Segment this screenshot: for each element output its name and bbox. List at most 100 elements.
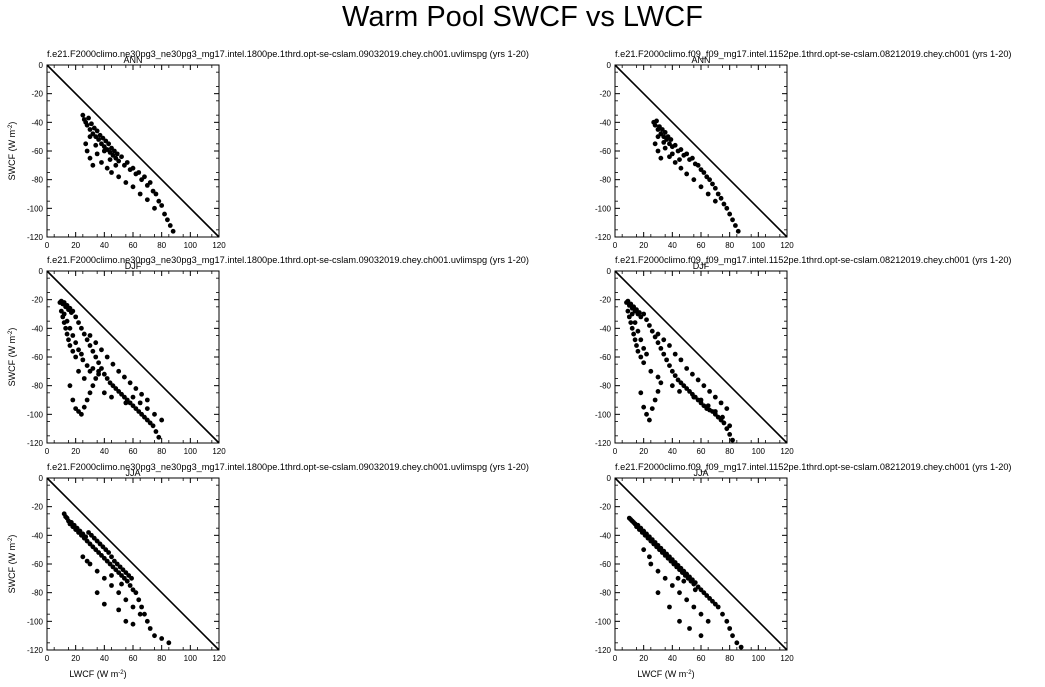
- data-point: [695, 377, 701, 383]
- data-point: [129, 575, 134, 581]
- data-point: [156, 434, 162, 440]
- data-point: [144, 618, 150, 624]
- data-point: [698, 184, 704, 190]
- reference-line: [46, 477, 220, 651]
- data-point: [104, 165, 110, 171]
- data-point: [170, 228, 176, 234]
- data-point: [81, 331, 87, 337]
- data-point: [123, 180, 129, 185]
- y-tick-label: -40: [599, 531, 611, 540]
- y-axis-label: SWCF (W m-2): [7, 122, 17, 181]
- reference-line: [614, 270, 788, 444]
- data-point: [139, 604, 145, 610]
- x-axis-label: LWCF (W m-2): [637, 669, 694, 679]
- y-tick-label: 0: [39, 474, 44, 483]
- data-point: [84, 122, 90, 128]
- data-point: [705, 618, 711, 624]
- data-point: [64, 331, 70, 337]
- data-point: [99, 160, 104, 165]
- data-point: [124, 578, 130, 584]
- x-tick-label: 0: [45, 447, 50, 456]
- x-tick-label: 80: [725, 241, 734, 250]
- y-tick-label: -60: [599, 353, 611, 362]
- data-point: [648, 561, 654, 567]
- x-tick-label: 120: [212, 654, 226, 663]
- data-point: [142, 611, 147, 617]
- data-point: [738, 644, 744, 650]
- data-point: [661, 140, 667, 145]
- data-point: [89, 121, 94, 127]
- data-point: [641, 404, 647, 410]
- data-point: [109, 170, 114, 175]
- data-point: [727, 211, 733, 217]
- data-point: [687, 626, 692, 631]
- y-tick-label: -100: [27, 410, 44, 419]
- data-point: [80, 554, 86, 560]
- y-tick-label: -100: [595, 204, 612, 213]
- data-point: [96, 368, 101, 374]
- data-point: [724, 205, 730, 211]
- data-point: [635, 328, 641, 334]
- data-point: [655, 331, 661, 337]
- data-point: [83, 141, 89, 147]
- x-tick-label: 120: [780, 447, 794, 456]
- panel-caption: f.e21.F2000climo.f09_f09_mg17.intel.1152…: [615, 49, 1012, 59]
- x-tick-label: 80: [725, 447, 734, 456]
- data-point: [122, 374, 127, 380]
- data-point: [681, 578, 687, 584]
- data-point: [93, 142, 99, 148]
- x-tick-label: 100: [184, 241, 198, 250]
- data-point: [652, 122, 658, 128]
- data-point: [690, 371, 695, 377]
- data-point: [106, 550, 112, 555]
- data-point: [119, 154, 124, 160]
- x-tick-label: 60: [697, 241, 706, 250]
- data-point: [677, 157, 682, 163]
- data-point: [655, 590, 661, 596]
- y-tick-label: -40: [31, 118, 43, 127]
- data-point: [123, 618, 129, 624]
- x-tick-label: 120: [780, 654, 794, 663]
- data-point: [628, 320, 634, 325]
- x-tick-label: 40: [668, 241, 677, 250]
- data-point: [84, 337, 90, 343]
- data-point: [93, 376, 99, 381]
- data-point: [641, 360, 647, 366]
- data-point: [647, 417, 652, 423]
- data-point: [727, 423, 733, 429]
- data-point: [104, 376, 110, 381]
- y-tick-label: -40: [31, 324, 43, 333]
- x-axis-label: LWCF (W m-2): [69, 669, 126, 679]
- data-point: [87, 155, 93, 161]
- y-tick-label: -20: [31, 296, 43, 305]
- data-point: [730, 633, 735, 639]
- x-tick-label: 0: [613, 654, 618, 663]
- data-point: [150, 423, 156, 429]
- y-tick-label: -60: [31, 147, 43, 156]
- data-point: [638, 390, 644, 396]
- data-point: [658, 155, 664, 161]
- data-point: [691, 394, 697, 400]
- data-point: [116, 590, 122, 596]
- x-tick-label: 80: [157, 447, 166, 456]
- data-point: [79, 411, 84, 417]
- data-point: [641, 311, 647, 317]
- data-point: [684, 366, 690, 371]
- panel-season: DJF: [125, 261, 142, 271]
- y-tick-label: -120: [27, 439, 44, 448]
- data-point: [96, 137, 101, 142]
- y-tick-label: -80: [31, 589, 43, 598]
- y-tick-label: -120: [27, 646, 44, 655]
- data-point: [63, 325, 69, 331]
- y-tick-label: -100: [595, 410, 612, 419]
- data-point: [67, 383, 73, 389]
- y-tick-label: -20: [599, 503, 611, 512]
- data-point: [684, 151, 690, 157]
- x-tick-label: 40: [668, 654, 677, 663]
- data-point: [130, 394, 136, 400]
- data-point: [669, 368, 675, 374]
- x-tick-label: 100: [184, 654, 198, 663]
- data-point: [727, 626, 733, 631]
- data-point: [153, 191, 159, 197]
- data-point: [724, 406, 730, 411]
